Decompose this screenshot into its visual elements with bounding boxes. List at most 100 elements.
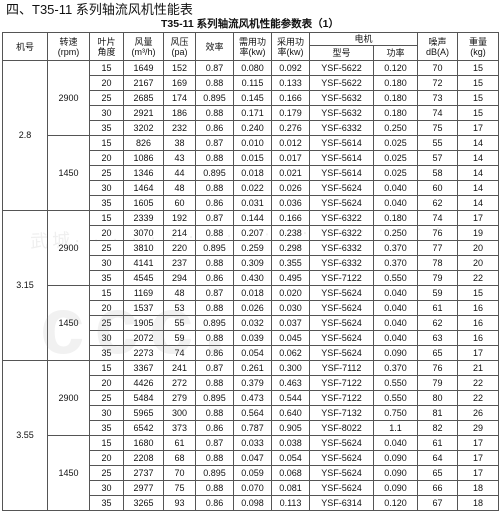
- header-required-power: 需用功 率(kw): [233, 32, 272, 61]
- cell-motor-model: YSF-5632: [309, 90, 374, 106]
- cell-efficiency: 0.88: [195, 375, 234, 391]
- table-caption: T35-11 系列轴流风机性能参数表（1）: [161, 18, 339, 30]
- header-req-power-label: 需用功: [238, 36, 266, 47]
- cell-airflow: 3367: [123, 360, 164, 376]
- cell-motor-model: YSF-5624: [309, 300, 374, 316]
- cell-motor-model: YSF-6314: [309, 495, 374, 511]
- table-row: 25 2737 70 0.895 0.059 0.068 YSF-5624 0.090 65 17: [3, 465, 500, 481]
- cell-noise: 79: [417, 270, 459, 286]
- cell-airflow: 1464: [123, 180, 164, 196]
- cell-weight: 15: [457, 75, 500, 91]
- cell-weight: 17: [457, 435, 500, 451]
- cell-weight: 14: [457, 150, 500, 166]
- header-noise-label: 噪声: [428, 36, 447, 47]
- cell-pressure: 214: [163, 225, 196, 241]
- cell-weight: 17: [457, 450, 500, 466]
- cell-noise: 80: [417, 390, 459, 406]
- cell-noise: 59: [417, 285, 459, 301]
- cell-pressure: 241: [163, 360, 196, 376]
- cell-motor-model: YSF-6322: [309, 225, 374, 241]
- cell-noise: 70: [417, 60, 459, 76]
- cell-blade-angle: 20: [89, 150, 124, 166]
- cell-motor-model: YSF-6332: [309, 120, 374, 136]
- cell-motor-power: 0.180: [372, 75, 419, 91]
- cell-noise: 57: [417, 150, 459, 166]
- performance-table: 机号 转速 (rpm) 叶片 角度 风量 (m³/h): [2, 32, 500, 511]
- cell-motor-power: 0.180: [372, 90, 419, 106]
- cell-weight: 18: [457, 480, 500, 496]
- cell-used-power: 0.113: [271, 495, 310, 511]
- cell-noise: 73: [417, 90, 459, 106]
- cell-used-power: 0.036: [271, 195, 310, 211]
- cell-motor-model: YSF-5632: [309, 105, 374, 121]
- cell-motor-power: 0.040: [372, 195, 419, 211]
- cell-pressure: 75: [163, 480, 196, 496]
- cell-blade-angle: 20: [89, 375, 124, 391]
- cell-used-power: 0.238: [271, 225, 310, 241]
- cell-efficiency: 0.88: [195, 105, 234, 121]
- cell-airflow: 1649: [123, 60, 164, 76]
- cell-weight: 22: [457, 270, 500, 286]
- cell-blade-angle: 35: [89, 120, 124, 136]
- table-row: 25 3810 220 0.895 0.259 0.298 YSF-6332 0.370 77 2…: [3, 240, 500, 256]
- cell-airflow: 2921: [123, 105, 164, 121]
- table-row: 35 2273 74 0.86 0.054 0.062 YSF-5624 0.090 65 17: [3, 345, 500, 361]
- cell-efficiency: 0.88: [195, 180, 234, 196]
- cell-required-power: 0.018: [233, 165, 272, 181]
- cell-speed: 2900: [47, 60, 90, 136]
- cell-efficiency: 0.88: [195, 150, 234, 166]
- table-header: 机号 转速 (rpm) 叶片 角度 风量 (m³/h): [2, 32, 500, 61]
- cell-efficiency: 0.87: [195, 135, 234, 151]
- cell-weight: 17: [457, 210, 500, 226]
- cell-weight: 19: [457, 225, 500, 241]
- cell-required-power: 0.240: [233, 120, 272, 136]
- cell-motor-power: 0.025: [372, 135, 419, 151]
- cell-used-power: 0.544: [271, 390, 310, 406]
- cell-pressure: 70: [163, 465, 196, 481]
- cell-used-power: 0.020: [271, 285, 310, 301]
- cell-blade-angle: 35: [89, 420, 124, 436]
- cell-airflow: 4545: [123, 270, 164, 286]
- cell-used-power: 0.300: [271, 360, 310, 376]
- cell-efficiency: 0.895: [195, 390, 234, 406]
- cell-efficiency: 0.86: [195, 345, 234, 361]
- cell-pressure: 192: [163, 210, 196, 226]
- cell-motor-model: YSF-5622: [309, 60, 374, 76]
- cell-motor-power: 0.040: [372, 300, 419, 316]
- cell-pressure: 43: [163, 150, 196, 166]
- cell-blade-angle: 30: [89, 180, 124, 196]
- cell-used-power: 0.905: [271, 420, 310, 436]
- cell-pressure: 44: [163, 165, 196, 181]
- cell-efficiency: 0.86: [195, 120, 234, 136]
- cell-required-power: 0.259: [233, 240, 272, 256]
- cell-noise: 62: [417, 315, 459, 331]
- cell-noise: 81: [417, 405, 459, 421]
- cell-required-power: 0.047: [233, 450, 272, 466]
- cell-model-no: 2.8: [2, 60, 48, 211]
- table-row: 3.15 2900 15 2339 192 0.87 0.144 0.166 YSF-6322 0…: [2, 210, 500, 361]
- cell-airflow: 2685: [123, 90, 164, 106]
- cell-pressure: 60: [163, 195, 196, 211]
- cell-motor-model: YSF-6332: [309, 240, 374, 256]
- cell-weight: 20: [457, 240, 500, 256]
- table-row: 20 2208 68 0.88 0.047 0.054 YSF-5624 0.090 64 17: [3, 450, 500, 466]
- cell-airflow: 2208: [123, 450, 164, 466]
- cell-pressure: 300: [163, 405, 196, 421]
- cell-efficiency: 0.87: [195, 360, 234, 376]
- cell-required-power: 0.022: [233, 180, 272, 196]
- cell-motor-model: YSF-5624: [309, 330, 374, 346]
- cell-required-power: 0.145: [233, 90, 272, 106]
- cell-required-power: 0.026: [233, 300, 272, 316]
- cell-blade-angle: 30: [89, 105, 124, 121]
- cell-blade-angle: 30: [89, 405, 124, 421]
- header-motor-model: 型号: [309, 45, 374, 61]
- cell-motor-power: 0.370: [372, 255, 419, 271]
- cell-motor-power: 0.180: [372, 105, 419, 121]
- cell-motor-model: YSF-5624: [309, 450, 374, 466]
- cell-motor-model: YSF-7132: [309, 405, 374, 421]
- cell-noise: 61: [417, 300, 459, 316]
- cell-motor-power: 0.250: [372, 225, 419, 241]
- cell-motor-power: 0.090: [372, 465, 419, 481]
- header-efficiency-label: 效率: [205, 41, 224, 52]
- cell-motor-model: YSF-5624: [309, 345, 374, 361]
